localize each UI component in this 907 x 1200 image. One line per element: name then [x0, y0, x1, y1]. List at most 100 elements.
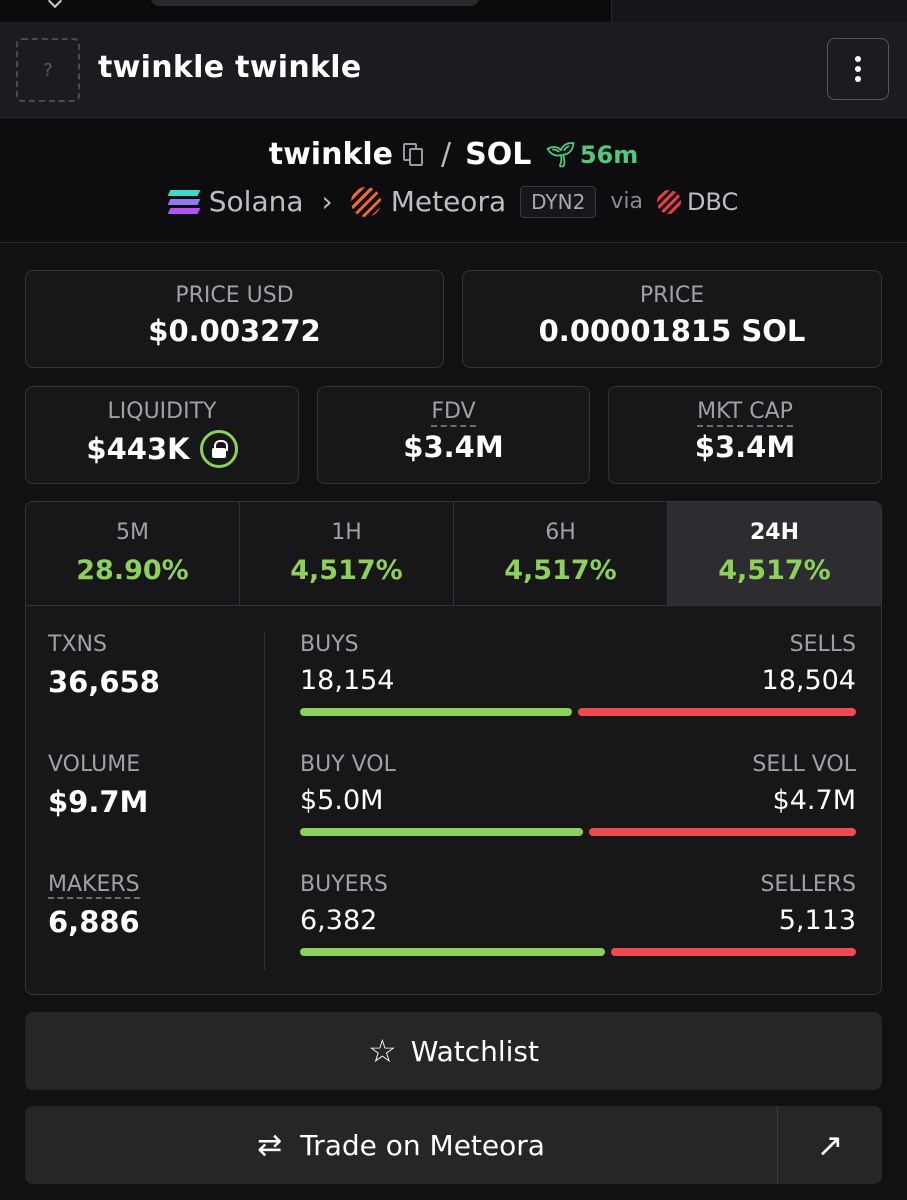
mktcap-card: MKT CAP $3.4M	[608, 386, 882, 484]
sprout-icon: 🌱︎	[545, 140, 576, 169]
buys-value: 18,154	[300, 665, 395, 696]
dot-icon	[855, 66, 861, 72]
tab-label: 6H	[545, 520, 576, 545]
liquidity-label: LIQUIDITY	[107, 399, 217, 424]
buys-label: BUYS	[300, 632, 359, 657]
fdv-label[interactable]: FDV	[431, 399, 476, 427]
tab-label: 24H	[749, 520, 800, 545]
external-link-icon: ↗	[816, 1126, 844, 1164]
price-usd-label: PRICE USD	[175, 283, 294, 308]
tab-5m[interactable]: 5M 28.90%	[26, 502, 240, 605]
buys-sells-stat: BUYS SELLS 18,154 18,504	[300, 632, 856, 752]
buyvol-sellvol-stat: BUY VOL SELL VOL $5.0M $4.7M	[300, 752, 856, 872]
makers-value: 6,886	[48, 905, 140, 939]
sellvol-value: $4.7M	[772, 785, 856, 816]
trade-button-group: ⇄ Trade on Meteora ↗	[25, 1106, 882, 1184]
chevron-down-icon[interactable]	[47, 0, 63, 9]
pair-title: twinkle / SOL 🌱︎ 56m	[0, 137, 907, 172]
watchlist-label: Watchlist	[410, 1034, 539, 1068]
quote-symbol: SOL	[465, 137, 532, 172]
token-header: ? twinkle twinkle	[0, 22, 907, 118]
base-symbol: twinkle	[268, 137, 394, 172]
copy-icon[interactable]	[403, 142, 425, 167]
price-change: 4,517%	[718, 555, 831, 586]
tab-label: 1H	[331, 520, 362, 545]
swap-icon: ⇄	[257, 1127, 283, 1163]
makers-label[interactable]: MAKERS	[48, 872, 140, 899]
buy-bar	[300, 828, 584, 836]
price-native-value: 0.00001815 SOL	[538, 314, 806, 348]
fdv-label-wrap[interactable]: FDV	[318, 399, 589, 427]
token-image-placeholder: ?	[16, 38, 80, 102]
launchpad-link[interactable]: DBC	[686, 187, 739, 216]
volume-stat: VOLUME $9.7M	[48, 752, 258, 872]
fdv-value: $3.4M	[403, 430, 504, 464]
sells-value: 18,504	[761, 665, 856, 696]
tab-1h[interactable]: 1H 4,517%	[240, 502, 454, 605]
chain-link[interactable]: Solana	[208, 185, 304, 218]
buyers-label: BUYERS	[300, 872, 388, 897]
open-external-button[interactable]: ↗	[778, 1106, 882, 1184]
dot-icon	[855, 56, 861, 62]
more-options-button[interactable]	[827, 38, 889, 100]
buyvol-sellvol-bar	[300, 828, 856, 836]
mktcap-label[interactable]: MKT CAP	[697, 399, 793, 427]
pair-breadcrumb: Solana › Meteora DYN2 via DBC	[0, 185, 907, 218]
txns-value: 36,658	[48, 665, 160, 699]
dex-link[interactable]: Meteora	[390, 185, 507, 218]
timeframe-tabs: 5M 28.90% 1H 4,517% 6H 4,517% 24H 4,517%	[26, 502, 881, 606]
buys-sells-bar	[300, 708, 856, 716]
via-label: via	[610, 189, 643, 214]
sell-bar	[611, 948, 856, 956]
top-strip-segment	[611, 0, 907, 22]
star-icon: ☆	[368, 1032, 397, 1070]
makers-stat: MAKERS 6,886	[48, 872, 258, 992]
buyers-value: 6,382	[300, 905, 378, 936]
sellvol-label: SELL VOL	[752, 752, 856, 777]
sell-bar	[589, 828, 856, 836]
sellers-value: 5,113	[778, 905, 856, 936]
dot-icon	[855, 76, 861, 82]
token-name: twinkle twinkle	[98, 50, 362, 85]
column-divider	[264, 632, 265, 970]
buy-bar	[300, 708, 573, 716]
makers-label-wrap[interactable]: MAKERS	[48, 872, 258, 899]
price-native-label: PRICE	[639, 283, 705, 308]
pair-age-badge: 🌱︎ 56m	[545, 141, 638, 169]
volume-label: VOLUME	[48, 752, 141, 777]
split-column: BUYS SELLS 18,154 18,504 BUY VOL SELL VOL $…	[300, 632, 856, 992]
address-bar[interactable]	[150, 0, 480, 6]
pair-separator: /	[441, 137, 452, 172]
buyers-sellers-bar	[300, 948, 856, 956]
mktcap-value: $3.4M	[694, 430, 796, 464]
meteora-icon	[350, 186, 381, 217]
button-divider	[777, 1106, 778, 1184]
sellers-label: SELLERS	[760, 872, 856, 897]
top-strip	[0, 0, 907, 22]
pair-info: twinkle / SOL 🌱︎ 56m Solana › Meteora DY…	[0, 119, 907, 243]
volume-value: $9.7M	[48, 785, 149, 819]
mktcap-label-wrap[interactable]: MKT CAP	[609, 399, 881, 427]
liquidity-row: $443K	[26, 430, 298, 468]
lock-icon[interactable]	[199, 430, 238, 468]
solana-icon	[167, 189, 201, 214]
watchlist-button[interactable]: ☆ Watchlist	[25, 1012, 882, 1090]
tab-6h[interactable]: 6H 4,517%	[454, 502, 668, 605]
tab-label: 5M	[116, 520, 149, 545]
liquidity-card: LIQUIDITY $443K	[25, 386, 299, 484]
fdv-card: FDV $3.4M	[317, 386, 590, 484]
liquidity-value: $443K	[86, 432, 190, 466]
trade-label: Trade on Meteora	[300, 1128, 545, 1162]
price-usd-value: $0.003272	[148, 314, 321, 348]
chevron-right-icon: ›	[321, 185, 333, 218]
dbc-icon	[656, 189, 681, 214]
buyvol-label: BUY VOL	[300, 752, 396, 777]
buyvol-value: $5.0M	[300, 785, 384, 816]
pool-type-tag: DYN2	[520, 185, 597, 218]
sells-label: SELLS	[789, 632, 856, 657]
pair-age: 56m	[579, 140, 639, 169]
txns-label: TXNS	[48, 632, 107, 657]
tab-24h[interactable]: 24H 4,517%	[668, 502, 881, 605]
trade-button[interactable]: ⇄ Trade on Meteora	[25, 1106, 777, 1184]
price-change: 4,517%	[504, 555, 617, 586]
